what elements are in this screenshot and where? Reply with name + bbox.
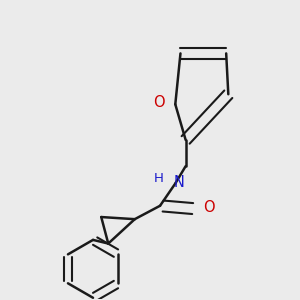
Text: N: N: [173, 175, 184, 190]
Text: O: O: [153, 95, 164, 110]
Text: O: O: [204, 200, 215, 215]
Text: H: H: [154, 172, 164, 184]
